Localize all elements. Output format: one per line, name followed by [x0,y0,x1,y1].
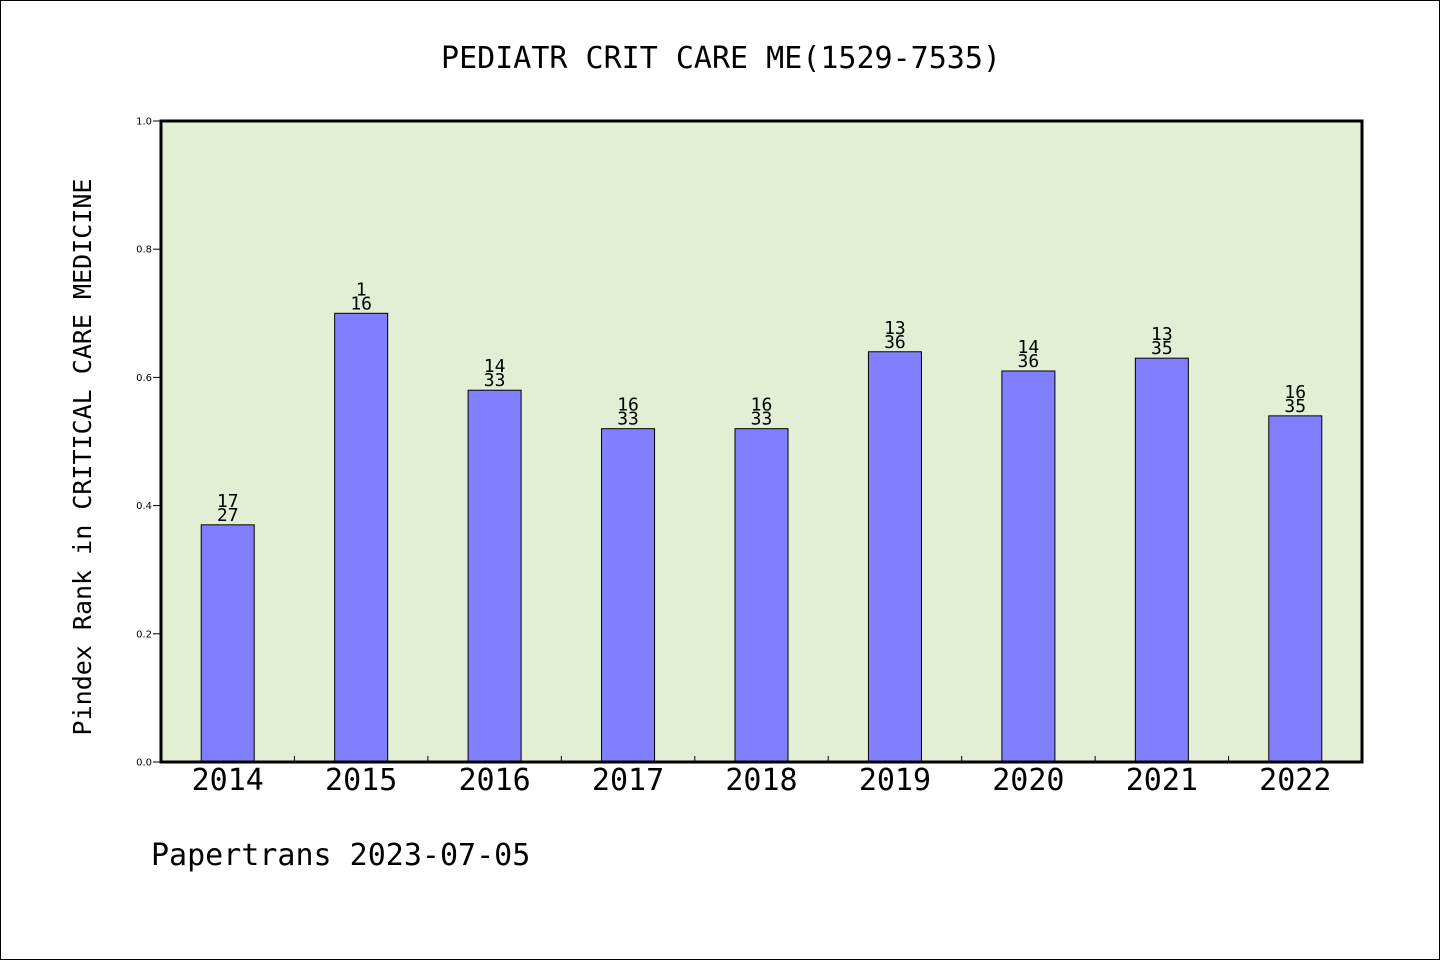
x-tick-label: 2016 [458,763,530,798]
bar-rank-label: 16 [1284,382,1306,403]
bar-rank-label: 13 [1151,324,1173,345]
y-tick-label: 0.2 [136,629,152,640]
x-tick-label: 2017 [592,763,664,798]
x-tick-label: 2015 [325,763,397,798]
bar-rank-label: 1 [356,279,367,300]
bar-total-label: 35 [1151,338,1173,359]
bar-total-label: 33 [751,409,773,430]
bar-rank-label: 14 [484,356,506,377]
x-tick-label: 2020 [992,763,1064,798]
footer-credit: Papertrans 2023-07-05 [151,838,530,873]
x-axis-ticks: 2014 2015 2016 2017 2018 2019 2020 2021 2022 [192,756,1331,798]
bar-rank-label: 16 [751,395,773,416]
y-tick-label: 0.8 [136,245,152,256]
bar-total-label: 35 [1284,396,1306,417]
bar-rank-label: 13 [884,318,906,339]
y-tick-label: 0.4 [136,501,152,512]
plot-border [159,119,1364,764]
x-tick-label: 2018 [725,763,797,798]
bar-2021 [1134,357,1189,763]
bar-2018 [734,428,789,763]
bar-total-label: 36 [1018,351,1040,372]
y-axis-label: Pindex Rank in CRITICAL CARE MEDICINE [68,179,97,736]
chart-title: PEDIATR CRIT CARE ME(1529-7535) [441,41,1001,76]
bar-rank-label: 14 [1018,337,1040,358]
y-tick-label: 1.0 [136,117,152,128]
bar-2020 [1001,370,1056,763]
bar-rank-label: 17 [217,491,239,512]
bar-total-label: 33 [617,409,639,430]
bar-2015 [334,312,389,763]
bars-group [200,312,1323,763]
bar-total-label: 36 [884,332,906,353]
x-tick-label: 2019 [859,763,931,798]
bar-total-label: 33 [484,370,506,391]
y-axis-ticks: 0.0 0.2 0.4 0.6 0.8 1.0 [136,117,161,769]
y-tick-label: 0.6 [136,373,152,384]
bar-2022 [1268,415,1323,763]
bar-2016 [467,389,522,763]
bar-2014 [200,524,255,763]
bar-rank-label: 16 [617,395,639,416]
x-tick-label: 2021 [1126,763,1198,798]
y-tick-label: 0.0 [136,758,152,769]
x-tick-label: 2014 [192,763,264,798]
bar-2019 [867,351,922,763]
x-tick-label: 2022 [1259,763,1331,798]
bar-2017 [601,428,656,763]
bar-total-label: 27 [217,505,239,526]
bar-total-label: 16 [350,293,372,314]
